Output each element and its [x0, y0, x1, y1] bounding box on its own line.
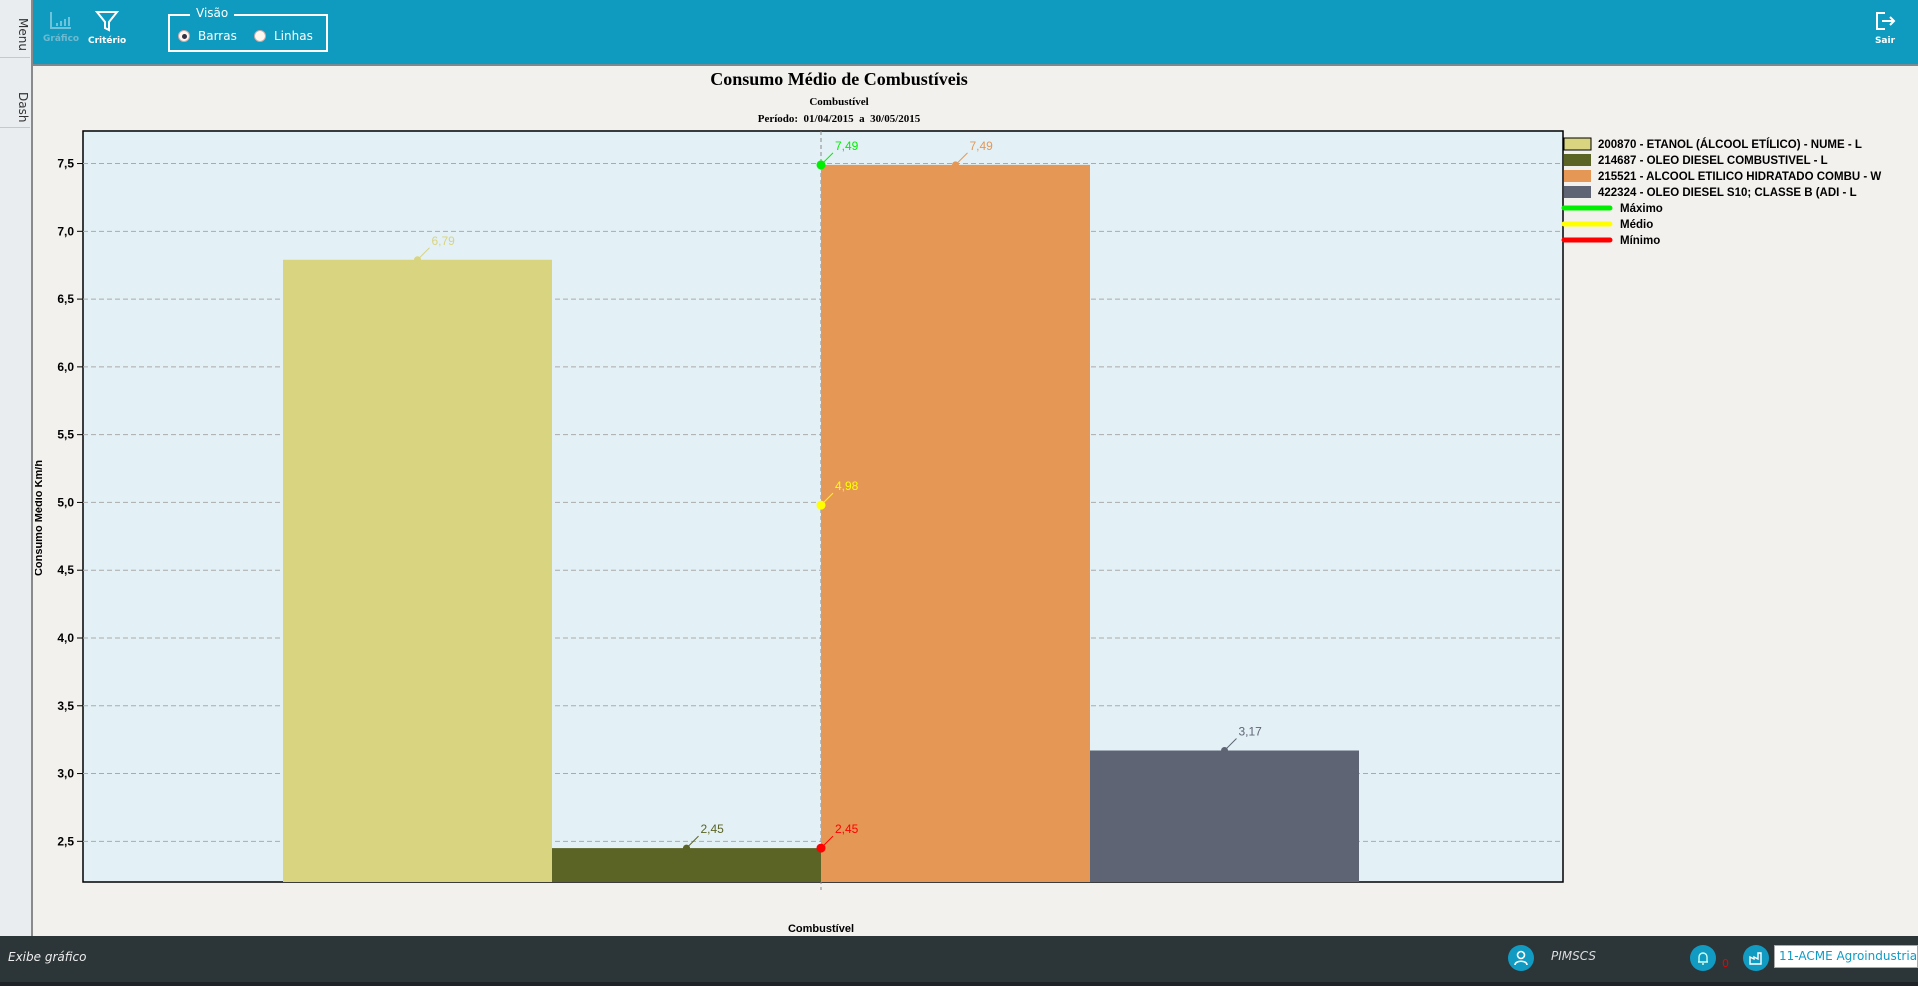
bar-value-label: 3,17 — [1239, 725, 1263, 739]
status-bar: Exibe gráfico PIMSCS 0 11-ACME Agroindus… — [0, 936, 1918, 986]
label-leader — [820, 152, 834, 166]
chart-subtitle: Combustível — [809, 96, 868, 108]
bar — [552, 848, 821, 882]
company-select[interactable]: 11-ACME Agroindustrial 1 — [1774, 945, 1918, 968]
bar — [821, 164, 1090, 882]
label-leader — [417, 247, 430, 261]
linhas-radio[interactable]: Linhas — [254, 29, 313, 43]
legend-label: 214687 - OLEO DIESEL COMBUSTIVEL - L — [1598, 155, 1828, 167]
y-tick-label: 6,0 — [57, 360, 74, 374]
legend-label: Mínimo — [1620, 235, 1660, 247]
y-tick-label: 6,5 — [57, 292, 74, 306]
legend-swatch — [1564, 154, 1591, 166]
criterio-button[interactable]: Critério — [88, 10, 126, 46]
y-tick-label: 2,5 — [57, 834, 74, 848]
bar-value-label: 6,79 — [432, 234, 456, 248]
y-tick-label: 5,0 — [57, 495, 74, 509]
visao-label: Visão — [190, 6, 235, 20]
criterio-label: Critério — [88, 36, 127, 46]
y-tick-label: 3,0 — [57, 767, 74, 781]
bar — [283, 259, 552, 882]
y-tick-label: 7,5 — [57, 157, 74, 171]
sair-label: Sair — [1874, 36, 1896, 46]
sair-button[interactable]: Sair — [1873, 10, 1897, 46]
reference-label: 2,45 — [835, 822, 859, 836]
linhas-label: Linhas — [274, 29, 313, 43]
chart-title: Consumo Médio de Combustíveis — [710, 69, 968, 89]
bar — [1090, 750, 1359, 882]
legend-swatch — [1564, 186, 1591, 198]
status-message: Exibe gráfico — [8, 950, 87, 964]
bar-chart-icon — [50, 12, 72, 29]
reference-label: 4,98 — [835, 479, 859, 493]
y-axis-label: Consumo Médio Km/h — [35, 460, 45, 576]
dash-tab[interactable]: Dash — [0, 58, 30, 128]
legend-swatch — [1563, 137, 1592, 151]
user-name: PIMSCS — [1551, 949, 1596, 963]
x-axis-label: Combustível — [788, 923, 854, 935]
legend-swatch — [1564, 170, 1591, 182]
y-tick-label: 4,0 — [57, 631, 74, 645]
notification-count: 0 — [1722, 957, 1729, 970]
side-nav: Menu Dash — [0, 0, 33, 936]
legend-label: 422324 - OLEO DIESEL S10; CLASSE B (ADI … — [1598, 187, 1857, 199]
bar-value-label: 2,45 — [701, 822, 725, 836]
label-leader — [1224, 738, 1237, 751]
logout-icon — [1876, 12, 1896, 30]
bar-value-label: 7,49 — [970, 139, 994, 153]
user-icon[interactable] — [1508, 945, 1534, 971]
grafico-label: Gráfico — [43, 34, 80, 44]
filter-icon — [95, 11, 120, 32]
label-leader — [686, 835, 699, 849]
legend-label: 200870 - ETANOL (ÁLCOOL ETÍLICO) - NUME … — [1598, 138, 1862, 151]
chart-area: Consumo Médio de Combustíveis Combustíve… — [35, 68, 1918, 936]
y-tick-label: 4,5 — [57, 563, 74, 577]
menu-tab[interactable]: Menu — [0, 0, 30, 58]
legend-label: Médio — [1620, 219, 1653, 231]
barras-radio[interactable]: Barras — [178, 29, 237, 43]
chart-period: Período: 01/04/2015 a 30/05/2015 — [758, 113, 921, 125]
label-leader — [820, 835, 834, 849]
factory-icon[interactable] — [1743, 945, 1769, 971]
barras-label: Barras — [198, 29, 237, 43]
legend-label: Máximo — [1620, 203, 1663, 215]
reference-label: 7,49 — [835, 139, 859, 153]
y-tick-label: 3,5 — [57, 699, 74, 713]
toolbar: Gráfico Critério Visão Barras Linhas Sai… — [33, 0, 1918, 66]
y-tick-label: 5,5 — [57, 428, 74, 442]
y-tick-label: 7,0 — [57, 224, 74, 238]
grafico-button[interactable]: Gráfico — [43, 10, 79, 44]
label-leader — [955, 152, 968, 166]
bell-icon[interactable] — [1690, 945, 1716, 971]
chart: Consumo Médio de Combustíveis Combustíve… — [35, 69, 1881, 935]
legend-label: 215521 - ALCOOL ETILICO HIDRATADO COMBU … — [1598, 171, 1881, 183]
label-leader — [820, 492, 834, 506]
visao-group: Visão Barras Linhas — [168, 6, 328, 52]
